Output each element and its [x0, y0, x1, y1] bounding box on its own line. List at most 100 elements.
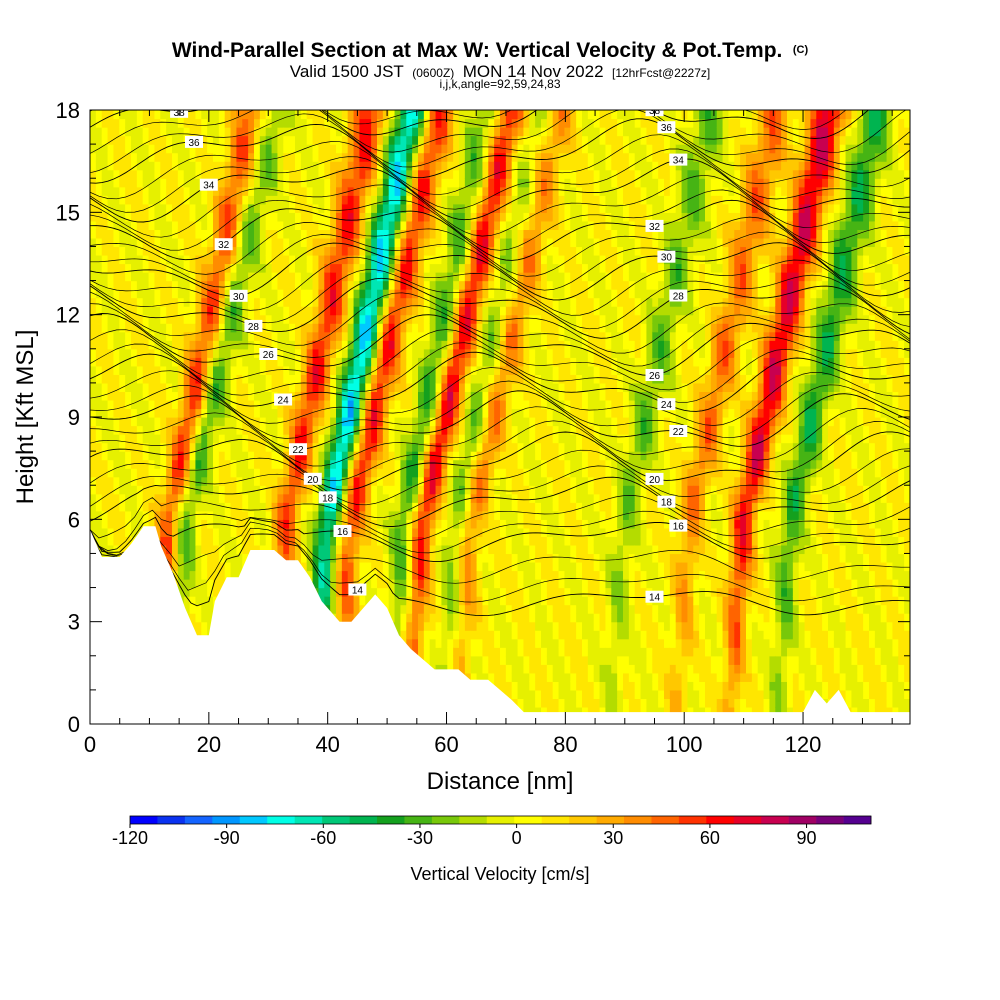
velocity-cell — [101, 365, 109, 375]
velocity-cell — [330, 519, 337, 529]
velocity-cell — [418, 399, 425, 410]
velocity-cell — [107, 220, 115, 230]
velocity-cell — [365, 579, 372, 589]
velocity-cell — [447, 127, 454, 137]
velocity-cell — [371, 365, 378, 375]
velocity-cell — [447, 536, 454, 546]
velocity-cell — [213, 110, 220, 120]
velocity-cell — [166, 331, 173, 341]
velocity-cell — [230, 272, 238, 282]
velocity-cell — [482, 314, 489, 324]
velocity-cell — [242, 399, 249, 410]
velocity-cell — [406, 570, 413, 580]
velocity-cell — [271, 152, 279, 162]
velocity-cell — [172, 434, 179, 444]
velocity-cell — [283, 340, 290, 350]
velocity-cell — [488, 289, 495, 299]
velocity-cell — [423, 135, 431, 145]
velocity-cell — [476, 425, 484, 435]
velocity-cell — [131, 399, 138, 410]
velocity-cell — [224, 127, 232, 137]
velocity-cell — [207, 220, 214, 230]
velocity-cell — [388, 229, 396, 239]
velocity-cell — [254, 246, 261, 256]
velocity-cell — [119, 425, 126, 435]
velocity-cell — [289, 468, 296, 478]
velocity-cell — [459, 596, 466, 606]
velocity-cell — [377, 289, 384, 299]
velocity-cell — [470, 417, 478, 427]
velocity-cell — [166, 510, 173, 520]
velocity-cell — [142, 118, 150, 128]
velocity-cell — [189, 220, 197, 230]
velocity-cell — [406, 118, 413, 128]
velocity-cell — [418, 246, 425, 256]
velocity-cell — [330, 212, 337, 222]
velocity-cell — [382, 331, 390, 341]
velocity-cell — [265, 417, 273, 427]
velocity-cell — [95, 451, 103, 461]
velocity-cell — [453, 647, 460, 657]
velocity-cell — [441, 306, 448, 316]
velocity-cell — [488, 493, 495, 503]
velocity-cell — [183, 596, 191, 606]
velocity-cell — [488, 263, 495, 273]
velocity-cell — [236, 254, 243, 265]
velocity-cell — [148, 442, 156, 452]
velocity-cell — [283, 280, 290, 290]
velocity-cell — [177, 476, 185, 486]
velocity-cell — [324, 544, 331, 555]
velocity-cell — [95, 442, 103, 452]
velocity-cell — [312, 468, 320, 478]
velocity-cell — [324, 272, 331, 282]
velocity-cell — [400, 254, 407, 265]
velocity-cell — [476, 246, 484, 256]
velocity-cell — [371, 587, 378, 597]
velocity-cell — [400, 203, 407, 213]
chart-title-mark: (C) — [793, 44, 809, 56]
velocity-cell — [172, 323, 179, 333]
velocity-cell — [453, 348, 460, 358]
velocity-cell — [435, 527, 443, 537]
velocity-cell — [388, 365, 396, 375]
velocity-cell — [447, 664, 454, 674]
velocity-cell — [142, 417, 150, 427]
velocity-cell — [488, 254, 495, 265]
velocity-cell — [160, 229, 167, 239]
velocity-cell — [242, 485, 249, 495]
velocity-cell — [295, 212, 302, 222]
velocity-cell — [224, 391, 232, 401]
velocity-cell — [154, 468, 161, 478]
velocity-cell — [353, 502, 361, 512]
velocity-cell — [435, 280, 443, 290]
velocity-cell — [213, 502, 220, 512]
velocity-cell — [400, 306, 407, 316]
velocity-cell — [306, 519, 314, 529]
velocity-cell — [277, 417, 284, 427]
velocity-cell — [254, 510, 261, 520]
velocity-cell — [224, 289, 232, 299]
velocity-cell — [394, 263, 402, 273]
velocity-cell — [125, 502, 132, 512]
velocity-cell — [107, 161, 115, 171]
velocity-cell — [248, 510, 255, 520]
velocity-cell — [166, 212, 173, 222]
velocity-cell — [259, 203, 267, 213]
velocity-cell — [218, 510, 226, 520]
velocity-cell — [230, 110, 238, 120]
velocity-cell — [359, 127, 366, 137]
velocity-cell — [382, 468, 390, 478]
velocity-cell — [160, 246, 167, 256]
velocity-cell — [441, 127, 448, 137]
velocity-cell — [306, 144, 314, 154]
velocity-cell — [207, 127, 214, 137]
velocity-cell — [113, 442, 120, 452]
velocity-cell — [476, 340, 484, 350]
velocity-cell — [365, 152, 372, 162]
velocity-cell — [441, 536, 448, 546]
velocity-cell — [265, 476, 273, 486]
velocity-cell — [470, 579, 478, 589]
velocity-cell — [347, 314, 355, 324]
velocity-cell — [131, 152, 138, 162]
velocity-cell — [406, 519, 413, 529]
